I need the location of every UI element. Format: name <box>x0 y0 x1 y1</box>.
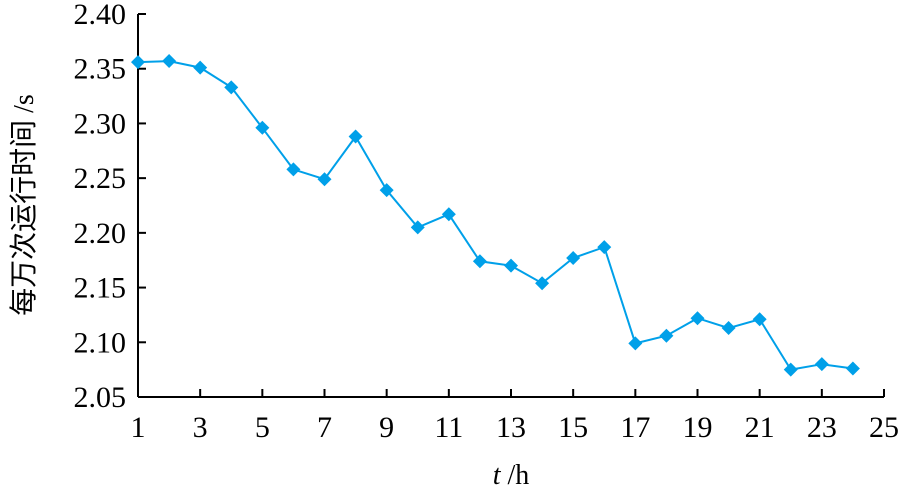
y-tick-label: 2.40 <box>74 0 127 31</box>
data-point-marker <box>597 240 612 255</box>
data-point-marker <box>193 60 208 75</box>
x-axis-label-unit: /h <box>501 460 530 488</box>
y-tick-label: 2.20 <box>74 217 127 250</box>
x-tick-label: 19 <box>683 411 713 444</box>
series-line <box>137 60 854 371</box>
data-point-marker <box>286 162 301 177</box>
data-point-marker <box>690 311 705 326</box>
data-point-marker <box>535 276 550 291</box>
data-point-marker <box>162 54 177 69</box>
x-tick-label: 21 <box>745 411 775 444</box>
y-axis-label: 每万次运行时间 /s <box>8 94 40 316</box>
data-point-marker <box>348 129 363 144</box>
series-group <box>131 54 860 377</box>
data-point-marker <box>783 362 798 377</box>
x-tick-label: 1 <box>131 411 146 444</box>
x-tick-label: 15 <box>558 411 588 444</box>
data-point-marker <box>845 361 860 376</box>
data-point-marker <box>441 207 456 222</box>
data-point-marker <box>814 357 829 372</box>
x-tick-label: 13 <box>496 411 526 444</box>
y-tick-label: 2.25 <box>74 162 127 195</box>
x-tick-label: 25 <box>869 411 899 444</box>
data-point-marker <box>410 220 425 235</box>
y-tick-label: 2.05 <box>74 381 127 414</box>
y-tick-label: 2.10 <box>74 326 127 359</box>
data-point-marker <box>472 254 487 269</box>
x-tick-label: 9 <box>379 411 394 444</box>
x-axis-label-variable: t <box>493 460 502 488</box>
data-point-marker <box>255 120 270 135</box>
data-point-marker <box>659 328 674 343</box>
data-point-marker <box>379 183 394 198</box>
data-point-marker <box>566 251 581 266</box>
x-axis-label: t /h <box>493 460 530 488</box>
data-point-marker <box>504 258 518 273</box>
y-tick-label: 2.30 <box>74 107 127 140</box>
x-tick-label: 5 <box>255 411 270 444</box>
data-point-marker <box>721 321 736 336</box>
x-tick-label: 23 <box>807 411 837 444</box>
x-tick-label: 3 <box>193 411 208 444</box>
data-point-marker <box>628 336 643 351</box>
y-tick-label: 2.15 <box>74 272 127 305</box>
y-tick-label: 2.35 <box>74 53 127 86</box>
x-tick-label: 17 <box>620 411 650 444</box>
y-ticks: 2.05 2.10 2.15 2.20 2.25 2.30 2.35 2.40 <box>74 0 146 414</box>
x-tick-label: 7 <box>317 411 332 444</box>
data-point-marker <box>131 55 145 70</box>
x-tick-label: 11 <box>434 411 463 444</box>
x-axis: 1 3 5 7 9 11 13 15 17 19 21 23 25 <box>131 389 899 444</box>
data-point-marker <box>317 172 332 187</box>
data-point-marker <box>752 312 767 327</box>
x-ticks: 1 3 5 7 9 11 13 15 17 19 21 23 25 <box>131 389 899 444</box>
y-axis: 2.05 2.10 2.15 2.20 2.25 2.30 2.35 2.40 <box>74 0 146 414</box>
data-point-marker <box>224 80 239 95</box>
